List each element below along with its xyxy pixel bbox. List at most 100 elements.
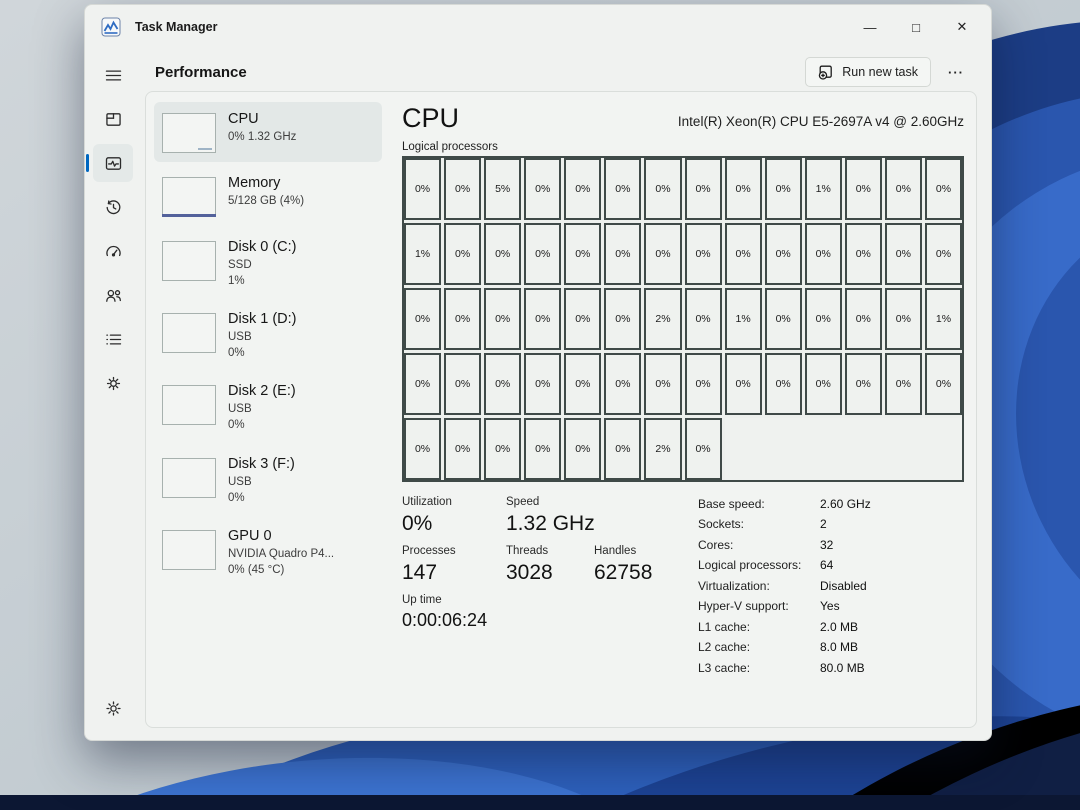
logical-processor-cell-9: 0% <box>764 157 802 220</box>
detail-row: L1 cache: 2.0 MB <box>698 620 964 634</box>
logical-processor-cell-34: 2% <box>644 287 682 350</box>
perf-item-disk1[interactable]: Disk 1 (D:) USB 0% <box>154 302 382 370</box>
logical-processor-cell-54: 0% <box>884 352 922 415</box>
startup-apps-icon <box>105 245 121 256</box>
perf-item-subline: 1% <box>228 275 245 288</box>
close-button[interactable]: ✕ <box>956 19 968 34</box>
run-new-task-button[interactable]: Run new task <box>805 57 931 87</box>
logical-processor-cell-13: 0% <box>924 157 962 220</box>
logical-processor-cell-26: 0% <box>884 222 922 285</box>
rail-item-users[interactable] <box>93 276 133 314</box>
perf-item-title: Disk 0 (C:) <box>228 239 297 255</box>
maximize-button[interactable]: □ <box>912 19 920 35</box>
perf-item-disk2[interactable]: Disk 2 (E:) USB 0% <box>154 374 382 442</box>
stat-uptime: Up time 0:00:06:24 <box>402 593 488 630</box>
logical-processor-cell-42: 0% <box>404 352 442 415</box>
cpu-spec-details: Base speed: 2.60 GHz Sockets: 2 Cores: 32 Logi… <box>698 496 964 717</box>
rail-item-details[interactable] <box>93 320 133 358</box>
logical-processor-cell-38: 0% <box>804 287 842 350</box>
logical-processor-cell-57: 0% <box>444 417 482 480</box>
grid-empty-filler <box>724 417 962 480</box>
detail-value: 64 <box>820 558 834 573</box>
logical-processor-cell-49: 0% <box>684 352 722 415</box>
logical-processor-cell-28: 0% <box>404 287 442 350</box>
perf-item-subline: 0% <box>228 491 245 504</box>
rail-item-services[interactable] <box>93 364 133 402</box>
logical-processor-cell-5: 0% <box>604 157 642 220</box>
logical-processor-cell-41: 1% <box>924 287 962 350</box>
perf-item-text: Disk 3 (F:) USB 0% <box>228 456 295 506</box>
perf-item-title: Disk 1 (D:) <box>228 311 297 328</box>
stat-utilization: Utilization 0% <box>402 495 452 535</box>
perf-item-text: Disk 0 (C:) SSD 1% <box>228 239 296 289</box>
detail-label: Base speed: <box>698 496 765 511</box>
detail-value: 2.60 GHz <box>820 496 871 511</box>
detail-value: 2.0 MB <box>820 619 859 634</box>
logical-processor-cell-32: 0% <box>564 287 602 350</box>
main-area: Performance Run new task ··· <box>141 49 991 740</box>
users-icon <box>105 289 121 302</box>
disk0-graph-thumbnail <box>162 241 216 281</box>
logical-processor-cell-35: 0% <box>684 287 722 350</box>
stat-speed: Speed 1.32 GHz <box>506 495 595 535</box>
logical-processor-cell-0: 0% <box>404 157 442 220</box>
task-manager-window: Task Manager — □ ✕ Performance <box>84 4 992 741</box>
perf-item-subline: 0% (45 °C) <box>228 563 285 576</box>
run-new-task-label: Run new task <box>842 65 918 79</box>
gpu0-graph-thumbnail <box>162 529 216 570</box>
more-options-button[interactable]: ··· <box>948 64 964 80</box>
rail-item-menu[interactable] <box>93 56 133 94</box>
logical-processor-cell-18: 0% <box>564 222 602 285</box>
logical-processor-cell-58: 0% <box>484 417 522 480</box>
hamburger-menu-icon <box>105 69 121 81</box>
logical-processor-cell-46: 0% <box>564 352 602 415</box>
detail-label: Hyper-V support: <box>698 599 789 614</box>
perf-item-subline: 0% <box>228 419 245 432</box>
window-body: Performance Run new task ··· <box>85 49 991 740</box>
perf-item-memory[interactable]: Memory 5/128 GB (4%) <box>154 166 382 226</box>
detail-row: Cores: 32 <box>698 538 964 552</box>
rail-item-app-history[interactable] <box>93 188 133 226</box>
logical-processor-cell-61: 0% <box>604 417 642 480</box>
perf-item-text: Memory 5/128 GB (4%) <box>228 175 304 209</box>
perf-item-text: CPU 0% 1.32 GHz <box>228 111 296 145</box>
task-manager-icon <box>101 17 121 37</box>
detail-value: Yes <box>820 599 840 614</box>
perf-item-gpu0[interactable]: GPU 0 NVIDIA Quadro P4... 0% (45 °C) <box>154 519 382 587</box>
logical-processor-cell-11: 0% <box>844 157 882 220</box>
logical-processor-cell-16: 0% <box>484 222 522 285</box>
logical-processor-cell-4: 0% <box>564 157 602 220</box>
logical-processor-cell-10: 1% <box>804 157 842 220</box>
perf-item-title: Disk 2 (E:) <box>228 383 296 400</box>
perf-item-title: Memory <box>228 175 281 191</box>
rail-item-performance[interactable] <box>86 144 133 182</box>
detail-row: Logical processors: 64 <box>698 558 964 572</box>
logical-processor-cell-19: 0% <box>604 222 642 285</box>
rail-item-settings[interactable] <box>93 689 133 727</box>
rail-item-startup-apps[interactable] <box>93 232 133 270</box>
perf-item-text: Disk 2 (E:) USB 0% <box>228 383 296 433</box>
disk1-graph-thumbnail <box>162 313 216 354</box>
app-history-icon <box>106 199 120 214</box>
logical-processor-cell-27: 0% <box>924 222 962 285</box>
logical-processor-cell-12: 0% <box>884 157 922 220</box>
perf-item-subline: USB <box>228 403 252 416</box>
perf-item-disk3[interactable]: Disk 3 (F:) USB 0% <box>154 447 382 515</box>
perf-item-disk0[interactable]: Disk 0 (C:) SSD 1% <box>154 230 382 298</box>
titlebar: Task Manager — □ ✕ <box>85 5 991 49</box>
logical-processor-cell-23: 0% <box>764 222 802 285</box>
logical-processor-cell-56: 0% <box>404 417 442 480</box>
stat-processes: Processes 147 <box>402 544 456 584</box>
minimize-button[interactable]: — <box>863 19 877 35</box>
perf-item-subline: 0% 1.32 GHz <box>228 131 297 143</box>
logical-processor-cell-3: 0% <box>524 157 562 220</box>
detail-label: Virtualization: <box>698 578 770 593</box>
window-title: Task Manager <box>135 20 218 34</box>
perf-item-cpu[interactable]: CPU 0% 1.32 GHz <box>154 102 382 162</box>
perf-item-subline: NVIDIA Quadro P4... <box>228 547 335 560</box>
logical-processor-cell-45: 0% <box>524 352 562 415</box>
detail-label: L2 cache: <box>698 640 751 655</box>
logical-processor-cell-22: 0% <box>724 222 762 285</box>
logical-processor-cell-39: 0% <box>844 287 882 350</box>
rail-item-processes[interactable] <box>93 100 133 138</box>
